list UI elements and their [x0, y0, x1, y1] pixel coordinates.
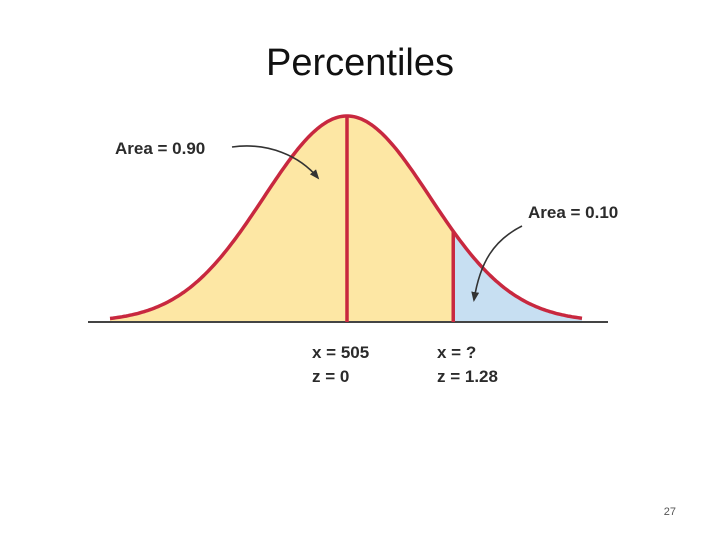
mean-x-label: x = 505	[312, 343, 369, 362]
mean-z-label: z = 0	[312, 367, 349, 386]
cutoff-z-label: z = 1.28	[437, 367, 498, 386]
left-area-arrow	[231, 145, 320, 180]
slide-title: Percentiles	[266, 42, 454, 84]
right-area-arrow	[471, 225, 523, 302]
right-area-label: Area = 0.10	[528, 203, 618, 222]
page-number: 27	[663, 506, 676, 518]
right-area-fill	[453, 231, 582, 322]
left-area-fill	[110, 116, 454, 322]
left-area-label: Area = 0.90	[115, 139, 205, 158]
cutoff-x-label: x = ?	[437, 343, 476, 362]
